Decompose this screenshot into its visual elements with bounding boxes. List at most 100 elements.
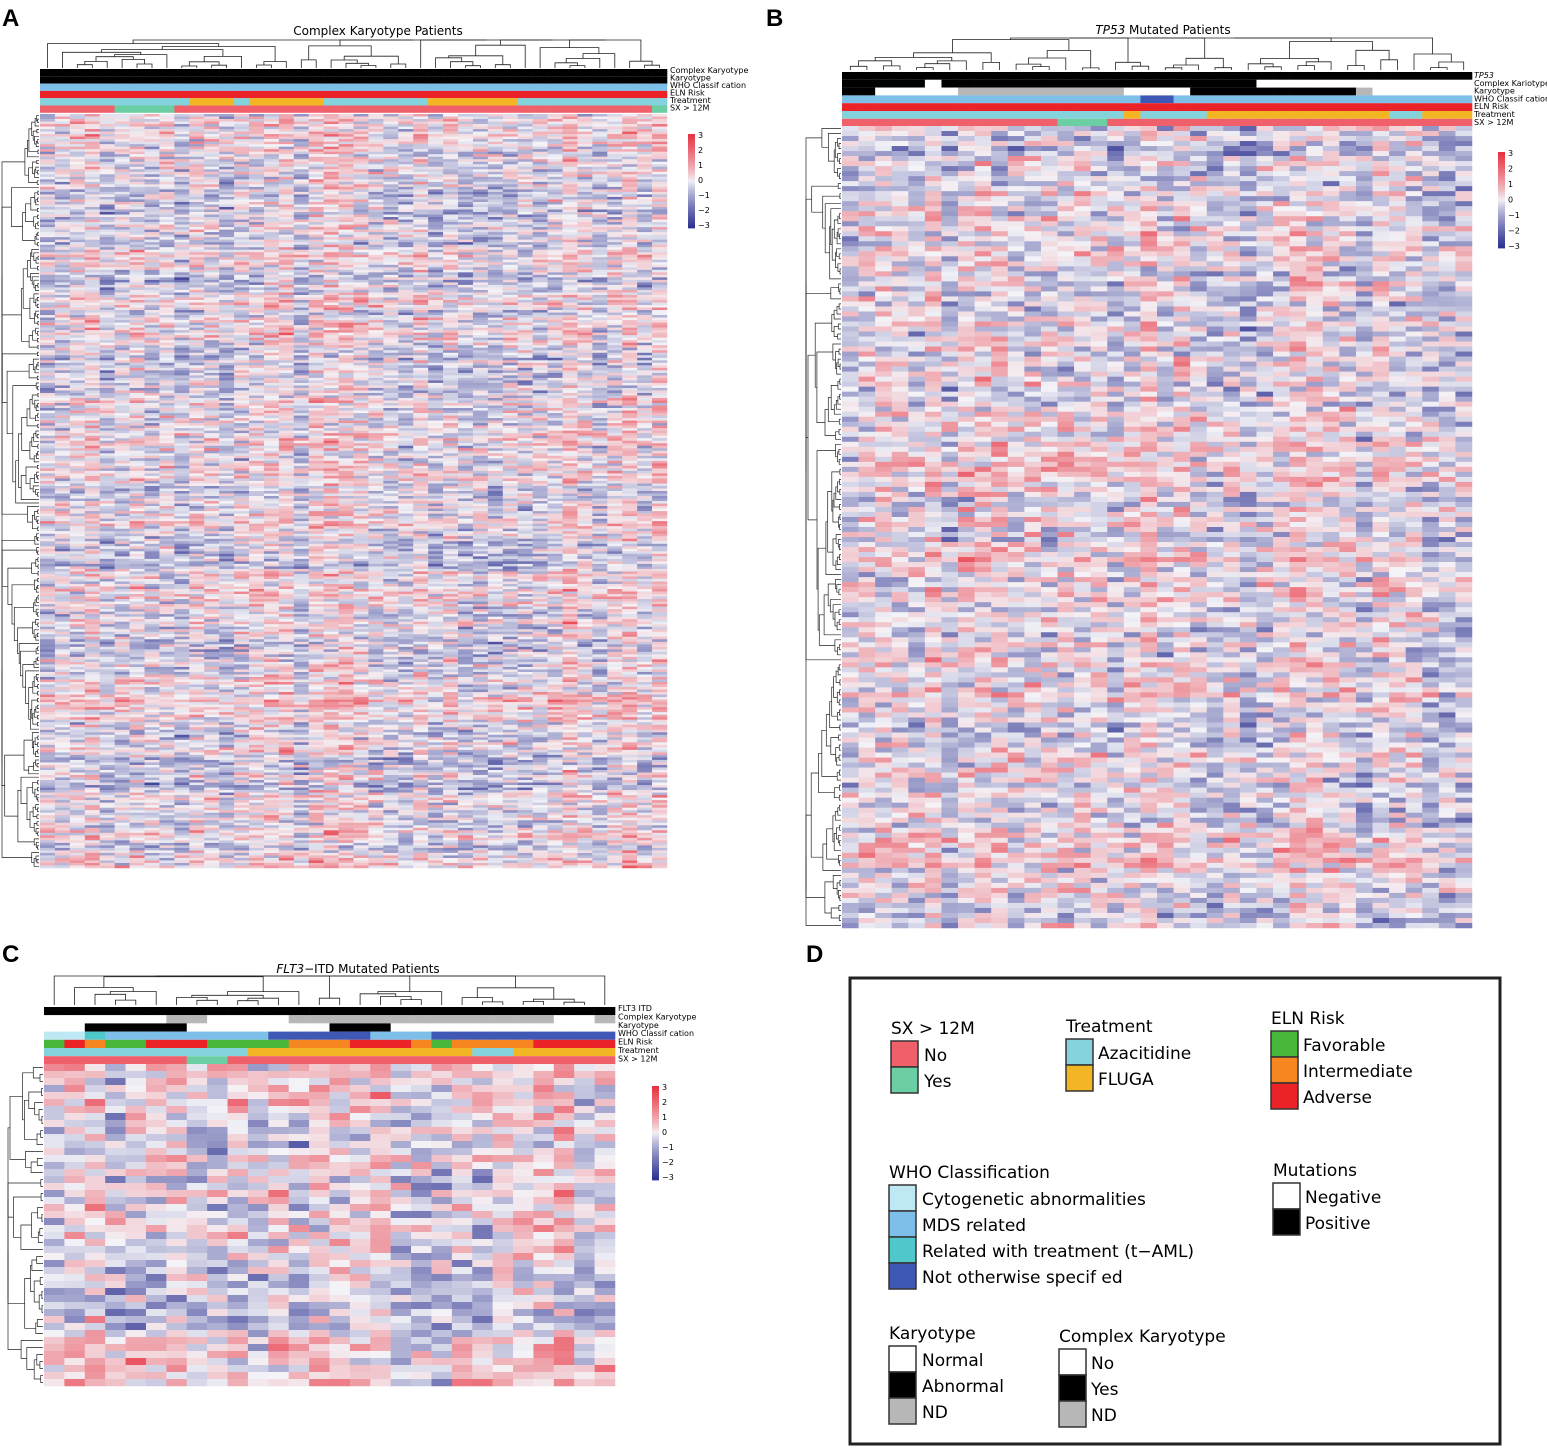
heatmap-cell bbox=[562, 327, 578, 331]
heatmap-cell bbox=[144, 302, 160, 306]
heatmap-cell bbox=[532, 124, 548, 127]
heatmap-cell bbox=[652, 257, 668, 261]
heatmap-cell bbox=[323, 209, 339, 213]
heatmap-cell bbox=[443, 119, 459, 122]
heatmap-cell bbox=[413, 322, 429, 326]
heatmap-cell bbox=[114, 362, 130, 366]
heatmap-cell bbox=[144, 229, 160, 233]
heatmap-cell bbox=[219, 189, 235, 193]
heatmap-cell bbox=[174, 217, 190, 220]
heatmap-cell bbox=[637, 254, 653, 258]
heatmap-cell bbox=[114, 274, 130, 278]
annotation-cell bbox=[472, 90, 489, 99]
heatmap-cell bbox=[234, 347, 250, 351]
heatmap-cell bbox=[458, 370, 474, 374]
heatmap-cell bbox=[323, 335, 339, 338]
heatmap-cell bbox=[308, 171, 324, 175]
heatmap-cell bbox=[338, 239, 354, 243]
heatmap-cell bbox=[40, 204, 56, 208]
heatmap-cell bbox=[293, 367, 309, 371]
heatmap-cell bbox=[219, 212, 235, 215]
heatmap-cell bbox=[472, 184, 489, 188]
heatmap-cell bbox=[69, 164, 86, 168]
annotation-cell bbox=[428, 83, 444, 91]
heatmap-cell bbox=[174, 141, 190, 145]
heatmap-cell bbox=[114, 262, 130, 266]
heatmap-cell bbox=[144, 234, 160, 238]
heatmap-cell bbox=[293, 174, 309, 178]
heatmap-cell bbox=[204, 277, 220, 281]
heatmap-cell bbox=[69, 267, 86, 271]
heatmap-cell bbox=[144, 181, 160, 185]
heatmap-cell bbox=[84, 347, 100, 351]
heatmap-cell bbox=[368, 244, 384, 248]
heatmap-cell bbox=[204, 282, 220, 286]
heatmap-cell bbox=[174, 352, 190, 356]
heatmap-cell bbox=[189, 119, 205, 122]
heatmap-cell bbox=[443, 254, 459, 258]
heatmap-cell bbox=[308, 189, 324, 193]
heatmap-cell bbox=[129, 229, 145, 233]
annotation-cell bbox=[562, 90, 578, 99]
heatmap-cell bbox=[159, 305, 175, 308]
heatmap-cell bbox=[517, 310, 533, 313]
heatmap-cell bbox=[577, 222, 593, 225]
heatmap-cell bbox=[443, 227, 459, 230]
heatmap-cell bbox=[263, 347, 280, 351]
heatmap-cell bbox=[40, 116, 56, 120]
heatmap-cell bbox=[443, 129, 459, 132]
annotation-cell bbox=[338, 90, 354, 99]
heatmap-cell bbox=[458, 360, 474, 364]
heatmap-cell bbox=[413, 262, 429, 266]
heatmap-cell bbox=[338, 355, 354, 359]
heatmap-cell bbox=[637, 347, 653, 351]
heatmap-cell bbox=[472, 139, 489, 142]
heatmap-cell bbox=[249, 209, 265, 213]
heatmap-cell bbox=[458, 214, 474, 218]
heatmap-cell bbox=[443, 360, 459, 364]
heatmap-cell bbox=[637, 126, 653, 130]
heatmap-cell bbox=[219, 342, 235, 346]
heatmap-cell bbox=[368, 224, 384, 228]
heatmap-cell bbox=[353, 114, 369, 117]
heatmap-cell bbox=[577, 114, 593, 117]
heatmap-cell bbox=[368, 166, 384, 170]
heatmap-cell bbox=[547, 217, 563, 220]
heatmap-cell bbox=[174, 372, 190, 376]
annotation-cell bbox=[607, 69, 623, 77]
heatmap-cell bbox=[368, 267, 384, 271]
heatmap-cell bbox=[338, 116, 354, 120]
heatmap-cell bbox=[84, 199, 100, 203]
heatmap-cell bbox=[577, 287, 593, 291]
heatmap-cell bbox=[99, 297, 115, 301]
heatmap-cell bbox=[622, 284, 638, 288]
heatmap-cell bbox=[532, 350, 548, 354]
heatmap-cell bbox=[547, 259, 563, 263]
heatmap-cell bbox=[338, 264, 354, 268]
heatmap-cell bbox=[114, 176, 130, 180]
dendrogram-branch bbox=[37, 344, 39, 350]
heatmap-cell bbox=[577, 229, 593, 233]
heatmap-cell bbox=[249, 244, 265, 248]
heatmap-cell bbox=[637, 239, 653, 243]
heatmap-cell bbox=[413, 279, 429, 283]
heatmap-cell bbox=[383, 194, 399, 198]
heatmap-cell bbox=[562, 214, 578, 218]
heatmap-cell bbox=[338, 131, 354, 135]
heatmap-cell bbox=[428, 375, 444, 379]
heatmap-cell bbox=[502, 254, 518, 258]
heatmap-cell bbox=[413, 219, 429, 223]
heatmap-cell bbox=[562, 337, 578, 341]
heatmap-cell bbox=[234, 151, 250, 155]
heatmap-cell bbox=[458, 357, 474, 361]
heatmap-cell bbox=[99, 380, 115, 384]
heatmap-cell bbox=[428, 277, 444, 281]
heatmap-cell bbox=[234, 234, 250, 238]
heatmap-cell bbox=[249, 277, 265, 281]
heatmap-cell bbox=[592, 310, 608, 313]
heatmap-cell bbox=[114, 227, 130, 230]
heatmap-cell bbox=[353, 136, 369, 140]
heatmap-cell bbox=[129, 181, 145, 185]
heatmap-cell bbox=[607, 279, 623, 283]
heatmap-cell bbox=[338, 367, 354, 371]
